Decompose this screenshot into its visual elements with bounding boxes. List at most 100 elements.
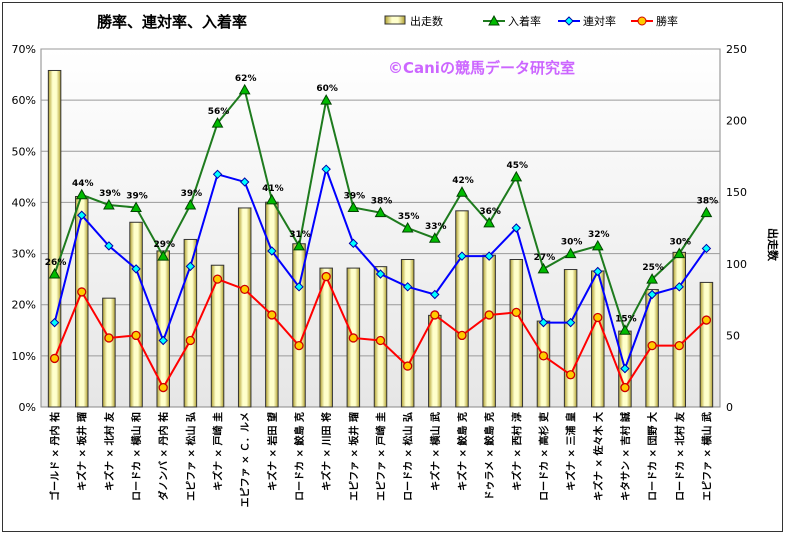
- chart-svg: 26% 44% 39% 39% 29% 39% 56% 62% 41% 31% 60% 39% 38% 3…: [12, 13, 780, 507]
- point-marker: [77, 210, 87, 220]
- legend-marker: [488, 14, 500, 26]
- y-tick-label: 10%: [12, 350, 36, 363]
- category-label: キタサン × 吉村 誠: [619, 412, 632, 501]
- point-marker: [593, 266, 603, 277]
- data-label: 35%: [398, 212, 420, 222]
- y-tick-label: 40%: [12, 196, 36, 209]
- point-marker: [212, 169, 223, 180]
- point-marker: [48, 267, 61, 279]
- point-marker: [428, 232, 441, 243]
- y-tick-label: 70%: [12, 43, 36, 56]
- bar: [455, 210, 469, 408]
- bar: [265, 201, 279, 408]
- y2-tick-label: 200: [726, 115, 747, 128]
- point-marker: [131, 330, 141, 341]
- data-label: 39%: [181, 189, 203, 199]
- point-marker: [212, 274, 223, 284]
- legend-swatch: [384, 15, 406, 25]
- category-label: キズナ × 西村 淳: [510, 412, 523, 491]
- point-marker: [511, 307, 521, 318]
- point-marker: [321, 271, 331, 282]
- category-label: エピファ × 松山 弘: [184, 412, 197, 501]
- point-marker: [701, 243, 712, 254]
- point-marker: [483, 216, 495, 228]
- data-label: 39%: [126, 192, 148, 202]
- point-marker: [185, 261, 196, 272]
- bar: [183, 238, 198, 408]
- y2-tick-label: 250: [726, 43, 747, 56]
- data-label: 31%: [289, 230, 311, 240]
- point-marker: [294, 340, 304, 351]
- lines-group: [48, 83, 713, 393]
- point-marker: [538, 317, 549, 328]
- point-marker: [646, 273, 658, 284]
- point-marker: [267, 310, 277, 320]
- point-marker: [456, 186, 468, 197]
- point-marker: [211, 117, 224, 128]
- point-marker: [238, 83, 251, 95]
- point-marker: [565, 317, 576, 328]
- point-marker: [184, 198, 197, 210]
- data-label: 44%: [72, 179, 94, 189]
- point-marker: [700, 206, 713, 218]
- data-label: 32%: [588, 230, 610, 240]
- point-marker: [293, 239, 305, 251]
- category-label: キズナ × 坂井 瑠: [76, 412, 89, 491]
- point-marker: [49, 353, 60, 364]
- point-marker: [484, 251, 494, 261]
- category-label: キズナ × 三浦 皇: [565, 412, 578, 491]
- category-label: キズナ × 岩田 望: [266, 412, 279, 491]
- legend: 出走数 入着率 連対率 勝率: [384, 14, 678, 28]
- point-marker: [591, 239, 604, 251]
- data-label: 42%: [452, 176, 474, 186]
- point-marker: [511, 223, 522, 233]
- category-label: ロードカ × 団野 大: [646, 412, 659, 501]
- point-marker: [75, 188, 88, 200]
- point-marker: [484, 310, 494, 320]
- data-label: 60%: [316, 84, 338, 94]
- category-label: エピファ × Ｃ．ルメ: [240, 412, 252, 507]
- point-marker: [701, 315, 712, 325]
- point-marker: [401, 221, 414, 233]
- point-marker: [320, 94, 333, 105]
- category-label: キズナ × 戸崎 圭: [212, 412, 225, 491]
- data-label: 38%: [697, 197, 719, 207]
- data-label: 15%: [615, 314, 637, 324]
- bar: [428, 314, 442, 408]
- point-marker: [402, 282, 413, 292]
- category-label: ゴールド × 丹内 祐: [49, 412, 62, 501]
- bar: [210, 264, 225, 408]
- point-marker: [157, 250, 170, 261]
- bar: [509, 259, 524, 408]
- point-marker: [564, 247, 577, 259]
- y2-tick-label: 150: [726, 186, 747, 199]
- category-label: キズナ × 鮫島 克: [456, 412, 469, 491]
- data-label: 26%: [45, 258, 67, 268]
- bar: [672, 251, 687, 408]
- data-label: 30%: [561, 238, 583, 248]
- data-label: 38%: [371, 197, 393, 207]
- point-marker: [266, 193, 278, 205]
- y2-tick-label: 0: [726, 401, 733, 414]
- legend-label: 連対率: [583, 14, 616, 28]
- point-marker: [674, 282, 684, 292]
- point-marker: [131, 264, 141, 274]
- point-marker: [158, 382, 168, 393]
- data-label: 27%: [534, 253, 556, 263]
- point-marker: [620, 363, 630, 374]
- point-marker: [403, 361, 413, 371]
- chart-title: 勝率、連対率、入着率: [97, 13, 247, 31]
- point-marker: [49, 317, 60, 328]
- point-marker: [457, 330, 467, 341]
- x-axis-categories: ゴールド × 丹内 祐 キズナ × 坂井 瑠 キズナ × 北村 友 ロードカ × 横山…: [49, 411, 714, 507]
- bar: [319, 267, 333, 408]
- data-labels-group: 26% 44% 39% 39% 29% 39% 56% 62% 41% 31% 60% 39% 38% 3…: [45, 74, 718, 324]
- point-marker: [510, 170, 523, 182]
- point-marker: [348, 238, 359, 249]
- point-marker: [647, 340, 657, 351]
- bar: [591, 270, 605, 408]
- point-marker: [430, 289, 440, 300]
- y2-axis-label: 出走数: [766, 228, 780, 262]
- point-marker: [593, 312, 603, 323]
- data-label: 41%: [262, 184, 284, 194]
